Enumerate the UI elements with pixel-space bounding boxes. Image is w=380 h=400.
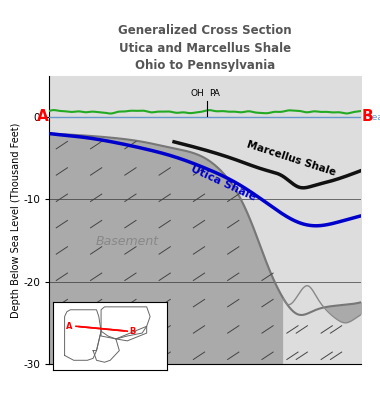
Text: OH: OH <box>190 89 204 98</box>
Text: A: A <box>37 109 49 124</box>
Text: A: A <box>66 322 73 331</box>
Text: PA: PA <box>209 89 220 98</box>
Text: B: B <box>130 327 136 336</box>
Text: Marcellus Shale: Marcellus Shale <box>246 139 337 178</box>
Text: Utica Shale: Utica Shale <box>190 164 258 202</box>
Text: Basement: Basement <box>96 235 159 248</box>
Title: Generalized Cross Section
Utica and Marcellus Shale
Ohio to Pennsylvania: Generalized Cross Section Utica and Marc… <box>119 24 292 72</box>
Text: B: B <box>362 109 373 124</box>
Text: Sea Level: Sea Level <box>366 113 380 122</box>
Y-axis label: Depth Below Sea Level (Thousand Feet): Depth Below Sea Level (Thousand Feet) <box>11 122 21 318</box>
